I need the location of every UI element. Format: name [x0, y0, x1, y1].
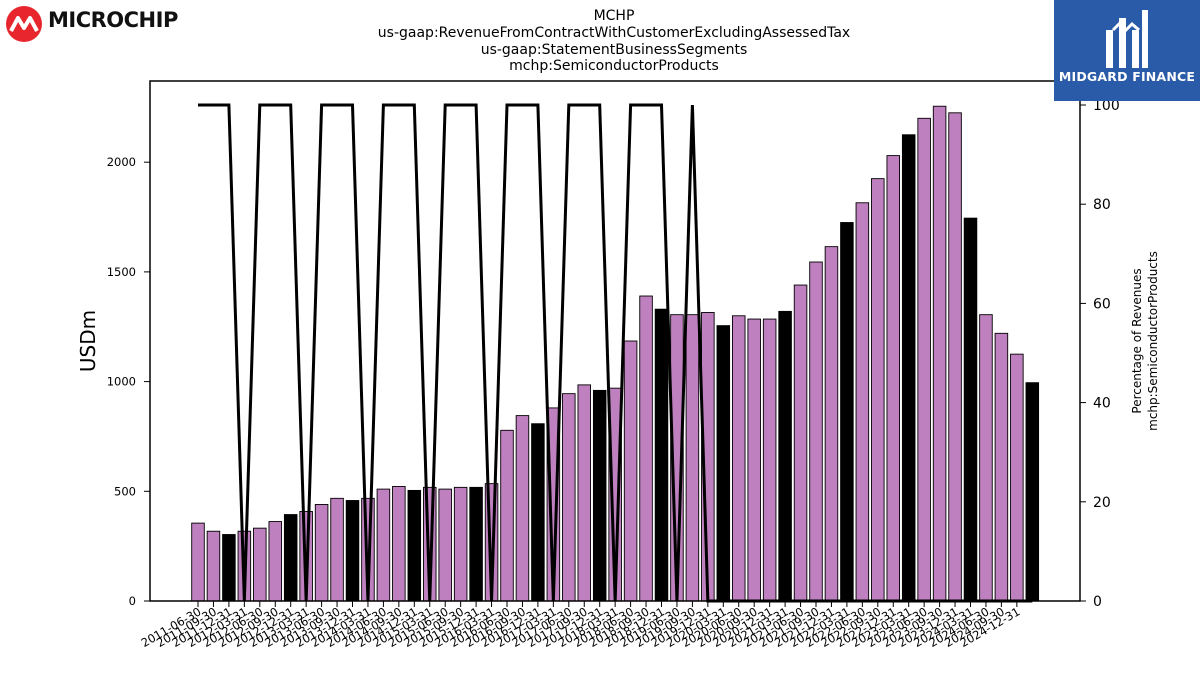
y2-tick-label: 60 [1093, 296, 1111, 312]
bar [917, 117, 931, 602]
bar [855, 202, 870, 602]
bar [392, 486, 406, 602]
title-line-4: mchp:SemiconductorProducts [509, 58, 719, 74]
bar [562, 393, 576, 602]
bar [283, 514, 298, 602]
y2-tick-label: 0 [1093, 594, 1102, 610]
bar [592, 389, 607, 602]
bar [886, 155, 901, 602]
bar [515, 415, 530, 602]
bar [654, 308, 669, 602]
y2-axis-label-line-2: mchp:SemiconductorProducts [1146, 251, 1160, 431]
bar [438, 488, 452, 602]
bar [330, 497, 344, 602]
title-line-3: us-gaap:StatementBusinessSegments [481, 42, 748, 58]
y2-axis-label-line-1: Percentage of Revenues [1130, 268, 1144, 413]
y-tick-label: 0 [129, 594, 136, 608]
bar [824, 246, 839, 602]
midgard-finance-logo: MIDGARD FINANCE [1054, 0, 1200, 101]
bar [453, 486, 468, 602]
y2-tick-label: 20 [1093, 495, 1111, 511]
bar [376, 488, 391, 602]
bar [1010, 353, 1024, 602]
bar [778, 310, 792, 602]
y-tick-label: 2000 [107, 155, 136, 169]
right-y-axis: 0 20 40 60 80 100 [1080, 98, 1120, 610]
bar [623, 340, 638, 602]
bar [191, 522, 205, 602]
y2-tick-label: 40 [1093, 396, 1111, 412]
bar [206, 530, 221, 602]
left-y-axis: 0 500 1000 1500 2000 [107, 155, 150, 608]
bar [932, 105, 947, 602]
bar [253, 527, 267, 602]
chart-title: MCHP us-gaap:RevenueFromContractWithCust… [378, 8, 850, 74]
bar [979, 314, 993, 602]
microchip-logo: MICROCHIP [4, 4, 179, 44]
bar [268, 521, 283, 602]
y-tick-label: 1500 [107, 265, 136, 279]
bar [840, 222, 854, 602]
title-line-2: us-gaap:RevenueFromContractWithCustomerE… [378, 25, 850, 41]
y2-tick-label: 80 [1093, 197, 1111, 213]
bar [345, 500, 360, 602]
bar [809, 261, 823, 602]
title-line-1: MCHP [594, 8, 635, 24]
microchip-logo-text: MICROCHIP [48, 8, 178, 32]
midgard-logo-text: MIDGARD FINANCE [1058, 69, 1196, 84]
bar [577, 384, 592, 602]
y-axis-label: USDm [76, 310, 100, 372]
bar [963, 217, 978, 602]
bar [994, 332, 1009, 602]
bar [531, 423, 545, 602]
bar [1025, 382, 1040, 602]
bar [871, 178, 885, 602]
bar [685, 314, 700, 602]
bar [732, 315, 746, 602]
microchip-logo-icon [6, 6, 42, 42]
y-tick-label: 500 [114, 484, 136, 498]
bar [901, 134, 916, 602]
bar [762, 318, 777, 602]
bar [716, 325, 731, 602]
midgard-logo-icon [1106, 10, 1148, 68]
bar [500, 429, 514, 602]
bar [747, 318, 761, 602]
bar [793, 284, 808, 602]
bar [469, 486, 483, 602]
bar [407, 489, 422, 602]
y-tick-label: 1000 [107, 375, 136, 389]
bar [948, 112, 962, 602]
bar [222, 534, 236, 602]
x-axis: 2011-06-302011-09-302011-12-312012-03-31… [139, 601, 1022, 650]
bar [314, 504, 329, 602]
y2-tick-label: 100 [1093, 98, 1120, 114]
bar [639, 295, 653, 602]
